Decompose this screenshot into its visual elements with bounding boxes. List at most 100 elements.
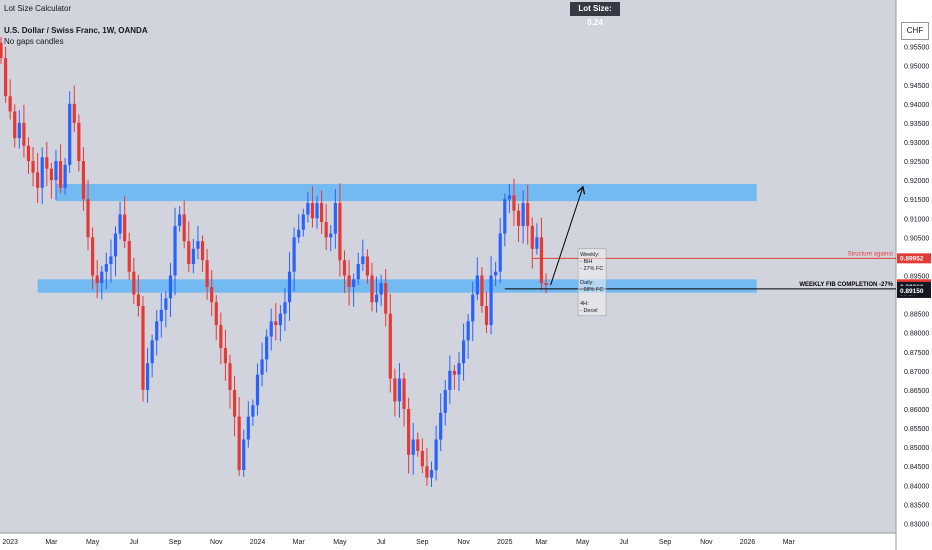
- candle-body[interactable]: [3, 58, 8, 97]
- candle-body[interactable]: [448, 370, 452, 390]
- candle-body[interactable]: [439, 412, 443, 440]
- support-zone[interactable]: [37, 279, 757, 293]
- candle-body[interactable]: [0, 42, 3, 59]
- candle-body[interactable]: [13, 111, 17, 139]
- candle-body[interactable]: [159, 309, 163, 322]
- candle-body[interactable]: [40, 157, 44, 188]
- candle-body[interactable]: [301, 214, 305, 230]
- candle-body[interactable]: [237, 416, 241, 471]
- resistance-zone[interactable]: [55, 183, 757, 202]
- candle-body[interactable]: [127, 241, 131, 272]
- candle-body[interactable]: [393, 378, 397, 402]
- candle-body[interactable]: [494, 271, 498, 276]
- candle-body[interactable]: [49, 168, 53, 181]
- candle-body[interactable]: [329, 233, 333, 238]
- candle-body[interactable]: [54, 161, 58, 181]
- candle-body[interactable]: [356, 264, 360, 280]
- candle-body[interactable]: [100, 271, 104, 284]
- candle-body[interactable]: [315, 203, 319, 219]
- candle-body[interactable]: [516, 210, 521, 226]
- candle-body[interactable]: [457, 363, 461, 375]
- candle-body[interactable]: [306, 203, 310, 215]
- candle-body[interactable]: [466, 321, 470, 341]
- candle-body[interactable]: [503, 199, 507, 234]
- candle-body[interactable]: [173, 225, 177, 276]
- candle-body[interactable]: [168, 275, 173, 299]
- candle-body[interactable]: [191, 248, 195, 265]
- candle-body[interactable]: [260, 359, 264, 375]
- candle-body[interactable]: [232, 389, 237, 417]
- candle-body[interactable]: [347, 275, 351, 287]
- candle-body[interactable]: [265, 336, 269, 360]
- candle-body[interactable]: [251, 405, 255, 417]
- candle-body[interactable]: [255, 374, 260, 406]
- candle-body[interactable]: [429, 470, 434, 478]
- candle-body[interactable]: [283, 302, 287, 314]
- candle-body[interactable]: [512, 195, 516, 211]
- candle-body[interactable]: [411, 439, 415, 455]
- candle-body[interactable]: [484, 306, 489, 326]
- candle-body[interactable]: [58, 161, 63, 188]
- candle-body[interactable]: [324, 222, 328, 238]
- candle-body[interactable]: [228, 363, 232, 390]
- candle-body[interactable]: [297, 229, 301, 238]
- candle-body[interactable]: [475, 275, 479, 295]
- candle-body[interactable]: [370, 275, 374, 303]
- candle-body[interactable]: [123, 214, 127, 242]
- candle-body[interactable]: [498, 233, 502, 272]
- candle-body[interactable]: [420, 450, 424, 467]
- candle-body[interactable]: [530, 225, 534, 249]
- candle-body[interactable]: [452, 370, 457, 375]
- candle-body[interactable]: [95, 275, 99, 284]
- candle-body[interactable]: [113, 233, 118, 257]
- candle-body[interactable]: [352, 279, 356, 287]
- candle-body[interactable]: [164, 298, 168, 310]
- candle-body[interactable]: [333, 203, 337, 234]
- candle-body[interactable]: [219, 325, 223, 348]
- candle-body[interactable]: [182, 214, 186, 242]
- candle-body[interactable]: [342, 260, 347, 276]
- candle-body[interactable]: [365, 256, 369, 276]
- candle-body[interactable]: [425, 466, 429, 478]
- candle-body[interactable]: [145, 363, 150, 390]
- candle-body[interactable]: [374, 294, 379, 303]
- candle-body[interactable]: [461, 340, 466, 364]
- candle-body[interactable]: [22, 122, 26, 146]
- candle-body[interactable]: [397, 378, 402, 402]
- candle-body[interactable]: [379, 283, 383, 295]
- candle-body[interactable]: [187, 241, 191, 265]
- up-arrow-1[interactable]: [550, 188, 583, 286]
- candle-body[interactable]: [118, 214, 122, 234]
- candle-body[interactable]: [31, 161, 35, 173]
- candle-body[interactable]: [17, 122, 21, 139]
- candle-body[interactable]: [269, 321, 273, 337]
- candle-body[interactable]: [77, 122, 81, 162]
- candle-body[interactable]: [91, 237, 95, 276]
- candle-body[interactable]: [200, 241, 205, 261]
- candle-body[interactable]: [141, 306, 145, 390]
- note-box[interactable]: [577, 248, 607, 317]
- candle-body[interactable]: [214, 302, 218, 326]
- candle-body[interactable]: [535, 237, 539, 249]
- candle-body[interactable]: [274, 321, 278, 326]
- plot-area[interactable]: [0, 0, 896, 533]
- candle-body[interactable]: [196, 241, 200, 249]
- candle-body[interactable]: [416, 439, 420, 451]
- candle-body[interactable]: [278, 313, 282, 326]
- candle-body[interactable]: [132, 271, 136, 295]
- candle-body[interactable]: [434, 439, 438, 471]
- candle-body[interactable]: [26, 145, 31, 162]
- candle-body[interactable]: [68, 103, 72, 165]
- candle-body[interactable]: [402, 378, 406, 410]
- candle-body[interactable]: [292, 237, 296, 272]
- candle-body[interactable]: [388, 313, 392, 379]
- candle-body[interactable]: [287, 271, 292, 303]
- candle-body[interactable]: [86, 199, 90, 238]
- candle-body[interactable]: [45, 157, 49, 169]
- candle-body[interactable]: [471, 294, 475, 322]
- candle-body[interactable]: [338, 203, 342, 261]
- candle-body[interactable]: [521, 203, 525, 226]
- candle-body[interactable]: [384, 283, 388, 314]
